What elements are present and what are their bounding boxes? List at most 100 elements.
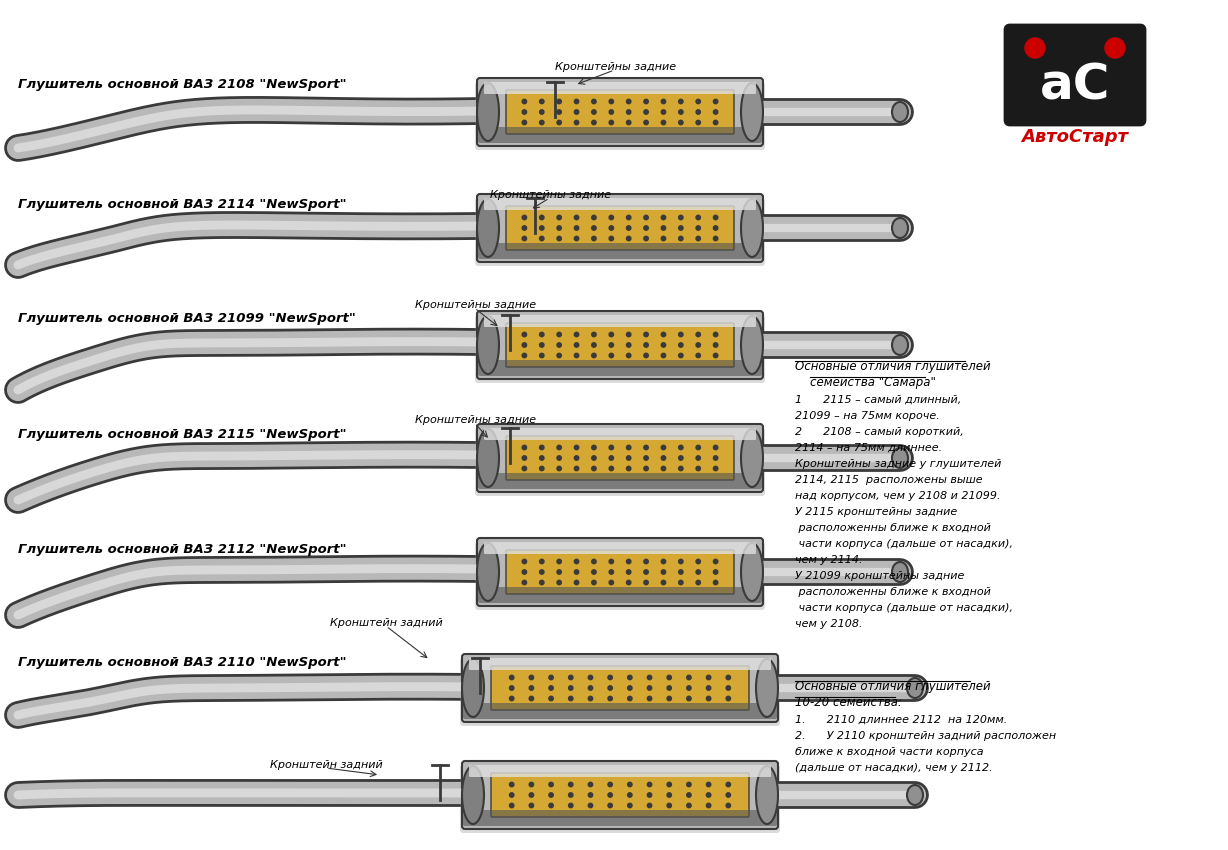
Ellipse shape xyxy=(892,102,907,122)
Circle shape xyxy=(510,686,513,690)
Circle shape xyxy=(609,215,614,219)
FancyBboxPatch shape xyxy=(478,360,763,376)
FancyBboxPatch shape xyxy=(478,243,763,259)
Circle shape xyxy=(609,236,614,241)
Circle shape xyxy=(713,121,718,125)
Circle shape xyxy=(529,686,534,690)
Circle shape xyxy=(522,110,527,114)
Circle shape xyxy=(696,99,700,104)
Circle shape xyxy=(575,343,578,347)
Circle shape xyxy=(696,332,700,337)
Text: Глушитель основной ВАЗ 2108 "NewSport": Глушитель основной ВАЗ 2108 "NewSport" xyxy=(18,78,346,91)
Circle shape xyxy=(661,570,666,575)
Circle shape xyxy=(713,236,718,241)
Circle shape xyxy=(661,456,666,460)
Circle shape xyxy=(706,696,711,700)
Circle shape xyxy=(558,343,561,347)
Circle shape xyxy=(592,354,596,358)
Text: 21099 – на 75мм короче.: 21099 – на 75мм короче. xyxy=(795,411,939,421)
FancyBboxPatch shape xyxy=(506,550,734,594)
Circle shape xyxy=(575,581,578,585)
FancyBboxPatch shape xyxy=(475,198,765,266)
Ellipse shape xyxy=(462,766,484,824)
Circle shape xyxy=(592,467,596,471)
Circle shape xyxy=(626,467,631,471)
Circle shape xyxy=(539,121,544,125)
Circle shape xyxy=(609,110,614,114)
Circle shape xyxy=(575,99,578,104)
Text: АвтоСтарт: АвтоСтарт xyxy=(1022,128,1129,146)
Circle shape xyxy=(643,467,648,471)
FancyBboxPatch shape xyxy=(475,82,765,150)
Circle shape xyxy=(549,782,554,787)
Circle shape xyxy=(575,467,578,471)
Circle shape xyxy=(529,675,534,680)
Circle shape xyxy=(539,581,544,585)
Text: 1.      2110 длиннее 2112  на 120мм.: 1. 2110 длиннее 2112 на 120мм. xyxy=(795,715,1007,725)
Circle shape xyxy=(713,456,718,460)
Circle shape xyxy=(510,675,513,680)
Circle shape xyxy=(592,332,596,337)
Circle shape xyxy=(679,332,683,337)
Circle shape xyxy=(643,121,648,125)
Circle shape xyxy=(522,570,527,575)
Circle shape xyxy=(713,226,718,230)
Text: 1      2115 – самый длинный,: 1 2115 – самый длинный, xyxy=(795,395,962,405)
Circle shape xyxy=(539,467,544,471)
Circle shape xyxy=(686,696,691,700)
Circle shape xyxy=(643,343,648,347)
Circle shape xyxy=(679,559,683,564)
FancyBboxPatch shape xyxy=(476,424,763,492)
Circle shape xyxy=(575,236,578,241)
Circle shape xyxy=(661,226,666,230)
Circle shape xyxy=(726,793,731,797)
Circle shape xyxy=(667,696,672,700)
Circle shape xyxy=(539,226,544,230)
Circle shape xyxy=(679,226,683,230)
Text: Кронштейны задние у глушителей: Кронштейны задние у глушителей xyxy=(795,459,1001,469)
Circle shape xyxy=(686,793,691,797)
Circle shape xyxy=(569,793,573,797)
Circle shape xyxy=(522,456,527,460)
Circle shape xyxy=(510,793,513,797)
Circle shape xyxy=(592,570,596,575)
Circle shape xyxy=(575,456,578,460)
Circle shape xyxy=(609,467,614,471)
Circle shape xyxy=(626,581,631,585)
Circle shape xyxy=(696,456,700,460)
Circle shape xyxy=(609,570,614,575)
Circle shape xyxy=(609,332,614,337)
Circle shape xyxy=(696,226,700,230)
Circle shape xyxy=(592,215,596,219)
Circle shape xyxy=(529,803,534,808)
Text: части корпуса (дальше от насадки),: части корпуса (дальше от насадки), xyxy=(795,539,1013,549)
Circle shape xyxy=(539,343,544,347)
Circle shape xyxy=(1025,38,1045,58)
Circle shape xyxy=(686,675,691,680)
Circle shape xyxy=(628,782,632,787)
Ellipse shape xyxy=(907,678,923,698)
Circle shape xyxy=(626,559,631,564)
Circle shape xyxy=(529,782,534,787)
Circle shape xyxy=(713,559,718,564)
Circle shape xyxy=(588,793,593,797)
Circle shape xyxy=(522,343,527,347)
Circle shape xyxy=(608,675,613,680)
Circle shape xyxy=(686,686,691,690)
Text: Основные отличия глушителей: Основные отличия глушителей xyxy=(795,680,991,693)
Circle shape xyxy=(558,467,561,471)
Ellipse shape xyxy=(892,448,907,468)
Text: Основные отличия глушителей: Основные отличия глушителей xyxy=(795,360,991,373)
Circle shape xyxy=(1105,38,1125,58)
Circle shape xyxy=(539,99,544,104)
Circle shape xyxy=(696,467,700,471)
Circle shape xyxy=(510,803,513,808)
Circle shape xyxy=(592,99,596,104)
Circle shape xyxy=(588,675,593,680)
Circle shape xyxy=(609,226,614,230)
Circle shape xyxy=(609,99,614,104)
Circle shape xyxy=(626,570,631,575)
Circle shape xyxy=(706,782,711,787)
FancyBboxPatch shape xyxy=(469,765,771,777)
Circle shape xyxy=(643,110,648,114)
